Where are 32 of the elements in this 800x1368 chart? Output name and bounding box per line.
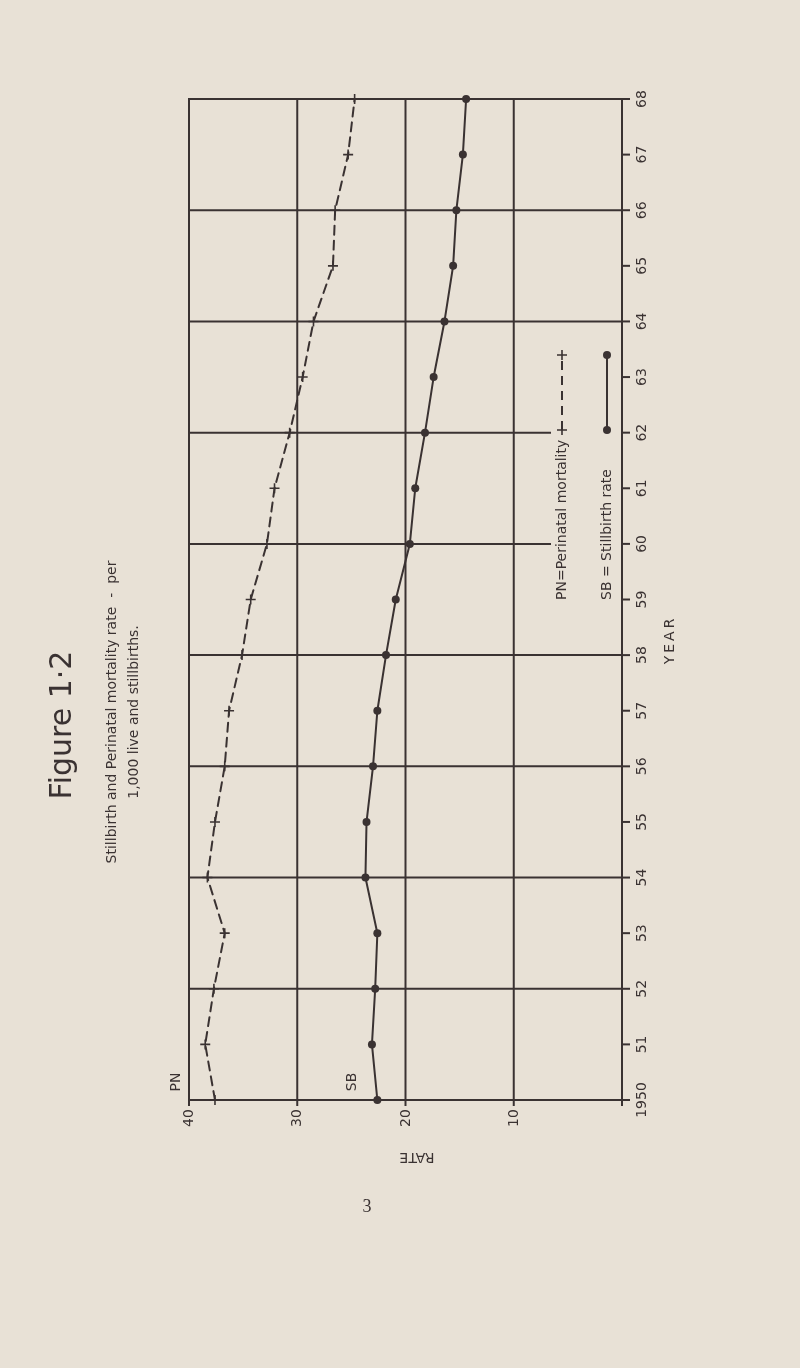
- x-axis-title: RATE: [399, 1150, 435, 1166]
- y-tick-label: 55: [633, 813, 649, 831]
- x-tick-label: 40: [180, 1109, 196, 1127]
- y-tick-label: 65: [633, 256, 649, 275]
- text: 3: [362, 1196, 372, 1217]
- y-tick-label: 52: [633, 979, 649, 998]
- y-tick-label: 64: [633, 312, 649, 331]
- annotation: SB: [343, 1072, 359, 1092]
- y-tick-label: 54: [633, 868, 649, 887]
- y-tick-label: 53: [633, 924, 649, 943]
- y-tick-label: 57: [633, 701, 649, 720]
- x-tick-label: 10: [504, 1109, 521, 1127]
- y-tick-label: 51: [633, 1035, 649, 1054]
- text: SB = Stillbirth rate: [598, 469, 614, 600]
- y-tick-label: 63: [633, 368, 649, 386]
- y-axis-title: YEAR: [661, 615, 677, 666]
- y-tick-label: 60: [633, 534, 649, 553]
- x-tick-label: 20: [396, 1109, 413, 1127]
- y-tick-label: 58: [633, 646, 649, 665]
- text: Stillbirth and Perinatal mortality rate - per 1,000 live and stillbirths.: [103, 560, 141, 864]
- x-tick-label: 30: [288, 1109, 305, 1127]
- y-tick-label: 67: [633, 145, 649, 164]
- y-tick-label: 59: [633, 590, 649, 609]
- text: Figure 1·2: [42, 650, 78, 800]
- legend-label: PN=Perinatal mortality: [553, 439, 569, 600]
- y-tick-label: 56: [633, 757, 649, 776]
- text: PN: [167, 1072, 183, 1092]
- y-tick-label: 62: [633, 423, 649, 442]
- y-tick-label: 66: [633, 201, 649, 220]
- y-tick-label: 68: [633, 90, 649, 108]
- y-tick-label: 61: [633, 479, 649, 498]
- y-tick-label: 1950: [633, 1082, 649, 1118]
